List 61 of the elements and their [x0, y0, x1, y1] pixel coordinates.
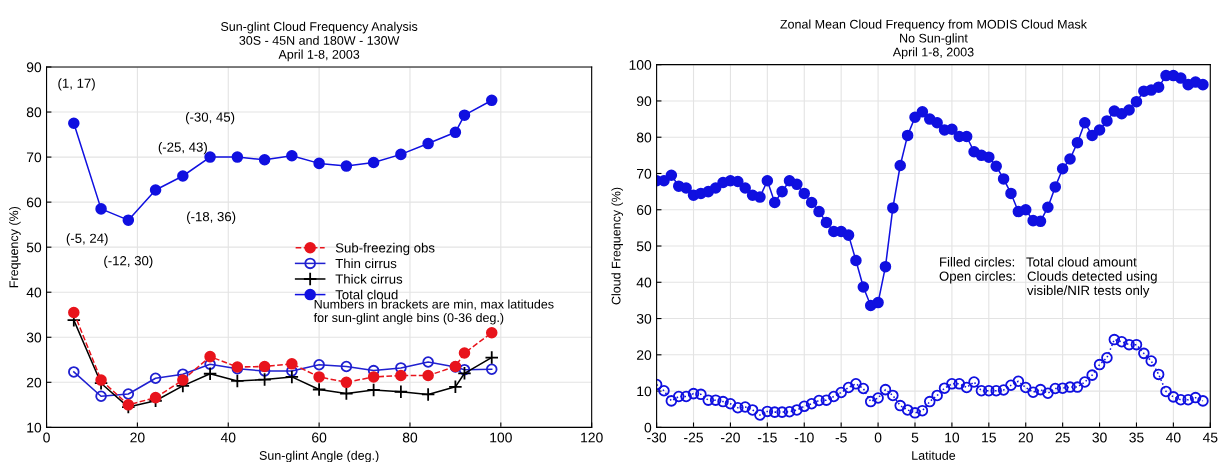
y-tick-label: 30 — [636, 313, 652, 324]
x-tick-label: 120 — [581, 432, 603, 443]
x-tick-label: 80 — [402, 432, 418, 443]
y-axis-title: Frequency (%) — [9, 206, 21, 288]
y-tick-label: 50 — [636, 241, 652, 252]
x-tick-label: 100 — [490, 432, 512, 443]
y-tick-label: 60 — [26, 197, 42, 208]
y-tick-label: 20 — [26, 377, 42, 388]
legend-label: Thick cirrus — [335, 274, 403, 284]
x-tick-label: 10 — [945, 432, 960, 443]
annotation: (-25, 43) — [158, 142, 207, 155]
chart-title: Zonal Mean Cloud Frequency from MODIS Cloud Mask No Sun-glint April 1-8, 2003 — [780, 19, 1088, 59]
x-tick-label: 0 — [43, 432, 50, 443]
x-tick-label: 45 — [1202, 432, 1218, 443]
x-tick-label: 20 — [1018, 432, 1033, 443]
y-tick-label: 80 — [26, 107, 42, 118]
x-tick-label: 35 — [1129, 432, 1144, 443]
legend-label: Sub-freezing obs — [335, 242, 435, 256]
x-tick-label: 25 — [1055, 432, 1070, 443]
y-tick-label: 90 — [636, 96, 652, 107]
y-tick-label: 10 — [27, 422, 42, 433]
x-tick-label: 60 — [312, 432, 327, 443]
x-tick-label: 40 — [1165, 432, 1181, 443]
annotation: (-5, 24) — [66, 233, 108, 246]
x-tick-label: -5 — [835, 432, 847, 443]
x-tick-label: 5 — [911, 432, 919, 443]
x-tick-label: -20 — [721, 432, 740, 443]
y-axis-title: Cloud Frequency (%) — [611, 187, 624, 305]
y-tick-label: 70 — [26, 152, 42, 163]
y-tick-label: 20 — [636, 350, 652, 360]
x-tick-label: 0 — [874, 432, 882, 443]
y-tick-label: 60 — [637, 205, 652, 215]
x-axis-title: Latitude — [912, 450, 956, 460]
annotation: Numbers in brackets are min, max latitudes for sun-glint angle bins (0-36 deg.) — [313, 299, 554, 325]
legend-label: Total cloud — [335, 289, 398, 300]
y-tick-label: 0 — [644, 422, 652, 433]
y-tick-label: 70 — [637, 168, 652, 179]
x-tick-label: -10 — [794, 432, 814, 443]
x-tick-label: 30 — [1092, 432, 1107, 443]
x-tick-label: -30 — [647, 432, 667, 443]
annotation: (-30, 45) — [185, 112, 235, 125]
y-tick-label: 100 — [629, 60, 652, 70]
x-tick-label: 20 — [130, 432, 145, 443]
annotation: Filled circles: Total cloud amount Open circles: Clouds detected using visible/NIR tests only — [939, 256, 1157, 298]
y-tick-label: 10 — [637, 386, 652, 397]
annotation: (-12, 30) — [104, 255, 153, 268]
x-tick-label: -15 — [757, 432, 777, 443]
y-tick-label: 50 — [26, 242, 42, 253]
x-tick-label: 40 — [220, 432, 236, 443]
legend-label: Thin cirrus — [335, 258, 397, 269]
annotation: (-18, 36) — [187, 211, 236, 224]
y-tick-label: 40 — [636, 277, 652, 288]
annotation: (1, 17) — [58, 78, 95, 91]
y-tick-label: 40 — [26, 287, 42, 298]
x-tick-label: -25 — [684, 432, 703, 443]
x-axis-title: Sun-glint Angle (deg.) — [259, 450, 379, 462]
chart-title: Sun-glint Cloud Frequency Analysis 30S - 45N and 180W - 130W April 1-8, 2003 — [221, 21, 418, 62]
y-tick-label: 90 — [26, 62, 42, 73]
y-tick-label: 80 — [636, 132, 652, 143]
x-tick-label: 15 — [982, 432, 996, 443]
y-tick-label: 30 — [26, 332, 42, 343]
